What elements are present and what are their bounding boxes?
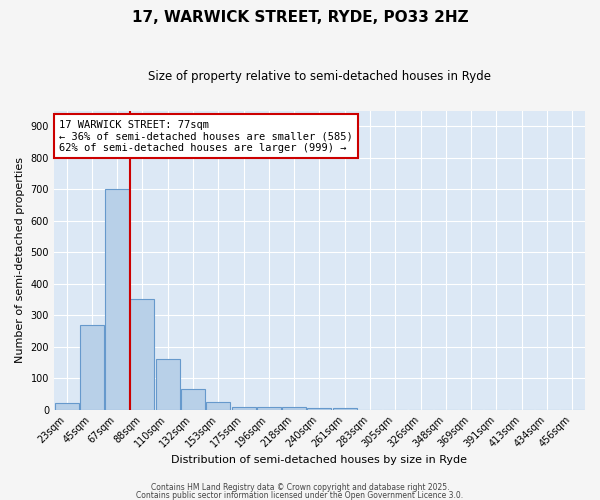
Bar xyxy=(307,408,331,410)
Title: Size of property relative to semi-detached houses in Ryde: Size of property relative to semi-detach… xyxy=(148,70,491,83)
Text: 17, WARWICK STREET, RYDE, PO33 2HZ: 17, WARWICK STREET, RYDE, PO33 2HZ xyxy=(131,10,469,25)
Bar xyxy=(55,404,79,409)
Text: 17 WARWICK STREET: 77sqm
← 36% of semi-detached houses are smaller (585)
62% of : 17 WARWICK STREET: 77sqm ← 36% of semi-d… xyxy=(59,120,353,152)
Bar xyxy=(80,324,104,410)
Bar xyxy=(206,402,230,409)
X-axis label: Distribution of semi-detached houses by size in Ryde: Distribution of semi-detached houses by … xyxy=(172,455,467,465)
Y-axis label: Number of semi-detached properties: Number of semi-detached properties xyxy=(15,157,25,363)
Bar xyxy=(282,406,306,410)
Bar xyxy=(105,190,129,410)
Bar xyxy=(232,406,256,410)
Text: Contains public sector information licensed under the Open Government Licence 3.: Contains public sector information licen… xyxy=(136,490,464,500)
Bar xyxy=(181,389,205,409)
Bar xyxy=(333,408,357,410)
Bar xyxy=(130,300,154,410)
Bar xyxy=(257,406,281,410)
Bar xyxy=(156,360,180,410)
Text: Contains HM Land Registry data © Crown copyright and database right 2025.: Contains HM Land Registry data © Crown c… xyxy=(151,484,449,492)
